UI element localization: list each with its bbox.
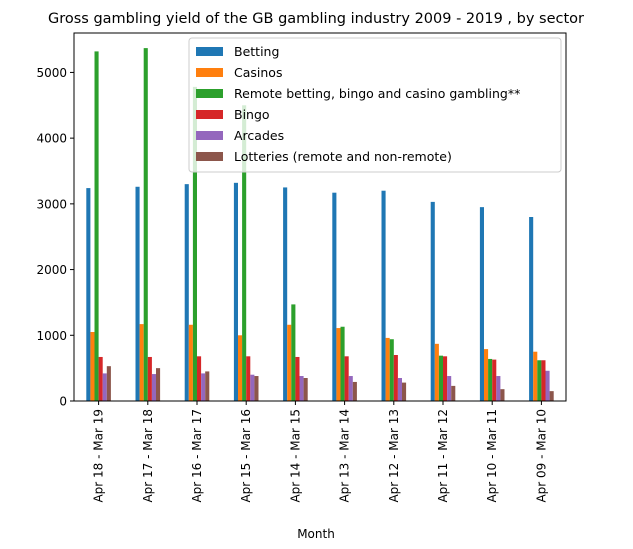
x-tick-label: Apr 11 - Mar 12 [436, 409, 450, 503]
y-tick-label: 1000 [36, 329, 67, 343]
bar-bingo-1 [147, 356, 152, 401]
bar-betting-9 [529, 217, 534, 401]
bar-bingo-0 [98, 356, 103, 401]
bar-remote-betting-bingo-and-casino-gambling-4 [291, 304, 296, 401]
bar-remote-betting-bingo-and-casino-gambling-6 [389, 339, 394, 401]
x-tick-label: Apr 13 - Mar 14 [338, 409, 352, 503]
x-axis: Apr 18 - Mar 19 Apr 17 - Mar 18 Apr 16 - M… [92, 401, 548, 503]
bar-betting-3 [233, 182, 238, 401]
x-tick-label: Apr 16 - Mar 17 [190, 409, 204, 503]
legend-swatch [196, 68, 223, 77]
bar-remote-betting-bingo-and-casino-gambling-3 [242, 105, 247, 401]
bar-casinos-1 [139, 324, 144, 401]
bar-lotteries-remote-and-non-remote-7 [451, 385, 456, 401]
legend-swatch [196, 110, 223, 119]
y-tick-label: 2000 [36, 263, 67, 277]
bar-lotteries-remote-and-non-remote-6 [402, 382, 407, 401]
bar-casinos-8 [484, 349, 489, 401]
legend-label: Remote betting, bingo and casino gamblin… [234, 86, 520, 101]
bar-lotteries-remote-and-non-remote-0 [106, 366, 111, 401]
bar-betting-0 [86, 188, 91, 401]
bar-arcades-6 [397, 378, 402, 401]
bar-casinos-7 [434, 343, 439, 401]
bar-arcades-2 [201, 373, 206, 401]
bar-remote-betting-bingo-and-casino-gambling-5 [340, 326, 345, 401]
bar-bingo-4 [295, 356, 300, 401]
bar-lotteries-remote-and-non-remote-2 [205, 371, 210, 401]
bar-lotteries-remote-and-non-remote-8 [500, 389, 505, 401]
bar-lotteries-remote-and-non-remote-1 [156, 368, 161, 401]
legend-swatch [196, 131, 223, 140]
bar-casinos-6 [385, 337, 390, 401]
bars-layer [86, 48, 554, 402]
y-tick-label: 3000 [36, 197, 67, 211]
bar-lotteries-remote-and-non-remote-5 [352, 381, 357, 401]
x-tick-label: Apr 10 - Mar 11 [485, 409, 499, 503]
bar-remote-betting-bingo-and-casino-gambling-2 [192, 86, 197, 401]
bar-arcades-3 [250, 374, 255, 401]
bar-lotteries-remote-and-non-remote-3 [254, 376, 259, 401]
chart-title: Gross gambling yield of the GB gambling … [48, 11, 584, 27]
bar-bingo-6 [393, 355, 398, 401]
y-axis: 0 1000 2000 3000 4000 5000 [36, 66, 74, 409]
y-tick-label: 5000 [36, 66, 67, 80]
bar-casinos-4 [287, 324, 292, 401]
bar-betting-4 [283, 187, 288, 401]
bar-arcades-1 [151, 374, 156, 401]
bar-bingo-3 [246, 356, 251, 401]
bar-betting-6 [381, 190, 386, 401]
legend-label: Betting [234, 44, 279, 59]
bar-lotteries-remote-and-non-remote-4 [303, 378, 308, 401]
bar-remote-betting-bingo-and-casino-gambling-7 [438, 355, 443, 401]
bar-betting-2 [184, 184, 189, 401]
bar-remote-betting-bingo-and-casino-gambling-9 [537, 360, 542, 401]
bar-arcades-5 [348, 376, 353, 401]
bar-remote-betting-bingo-and-casino-gambling-1 [143, 48, 148, 402]
bar-betting-1 [135, 186, 140, 401]
bar-arcades-9 [545, 370, 550, 401]
legend-swatch [196, 47, 223, 56]
x-tick-label: Apr 18 - Mar 19 [92, 409, 106, 503]
legend: Betting Casinos Remote betting, bingo and … [188, 37, 562, 173]
x-axis-label: Month [297, 527, 335, 541]
bar-arcades-7 [447, 376, 452, 401]
legend-label: Lotteries (remote and non-remote) [234, 149, 452, 164]
bar-betting-5 [332, 192, 337, 401]
bar-casinos-0 [90, 332, 95, 401]
bar-casinos-9 [533, 351, 538, 401]
bar-casinos-2 [188, 324, 193, 401]
bar-bingo-2 [197, 356, 202, 401]
x-tick-label: Apr 15 - Mar 16 [239, 409, 253, 503]
x-tick-label: Apr 14 - Mar 15 [288, 409, 302, 503]
bar-arcades-4 [299, 376, 304, 401]
bar-betting-7 [430, 201, 435, 401]
bar-bingo-8 [492, 359, 497, 401]
bar-remote-betting-bingo-and-casino-gambling-0 [94, 51, 99, 402]
x-tick-label: Apr 09 - Mar 10 [534, 409, 548, 503]
bar-casinos-5 [336, 328, 341, 401]
legend-swatch [196, 152, 223, 161]
x-tick-label: Apr 12 - Mar 13 [387, 409, 401, 503]
bar-arcades-8 [496, 376, 501, 401]
bar-lotteries-remote-and-non-remote-9 [549, 391, 554, 401]
bar-bingo-5 [344, 356, 349, 401]
legend-label: Arcades [234, 128, 284, 143]
y-tick-label: 4000 [36, 132, 67, 146]
bar-betting-8 [479, 207, 484, 401]
bar-casinos-3 [238, 335, 243, 401]
plot-frame [73, 32, 567, 402]
legend-label: Bingo [234, 107, 270, 122]
legend-label: Casinos [234, 65, 282, 80]
bar-remote-betting-bingo-and-casino-gambling-8 [488, 358, 493, 401]
legend-swatch [196, 89, 223, 98]
bar-bingo-7 [443, 356, 448, 401]
y-tick-label: 0 [59, 395, 67, 409]
legend-box [188, 37, 562, 173]
bar-arcades-0 [102, 373, 107, 401]
bar-bingo-9 [541, 360, 546, 401]
x-tick-label: Apr 17 - Mar 18 [141, 409, 155, 503]
